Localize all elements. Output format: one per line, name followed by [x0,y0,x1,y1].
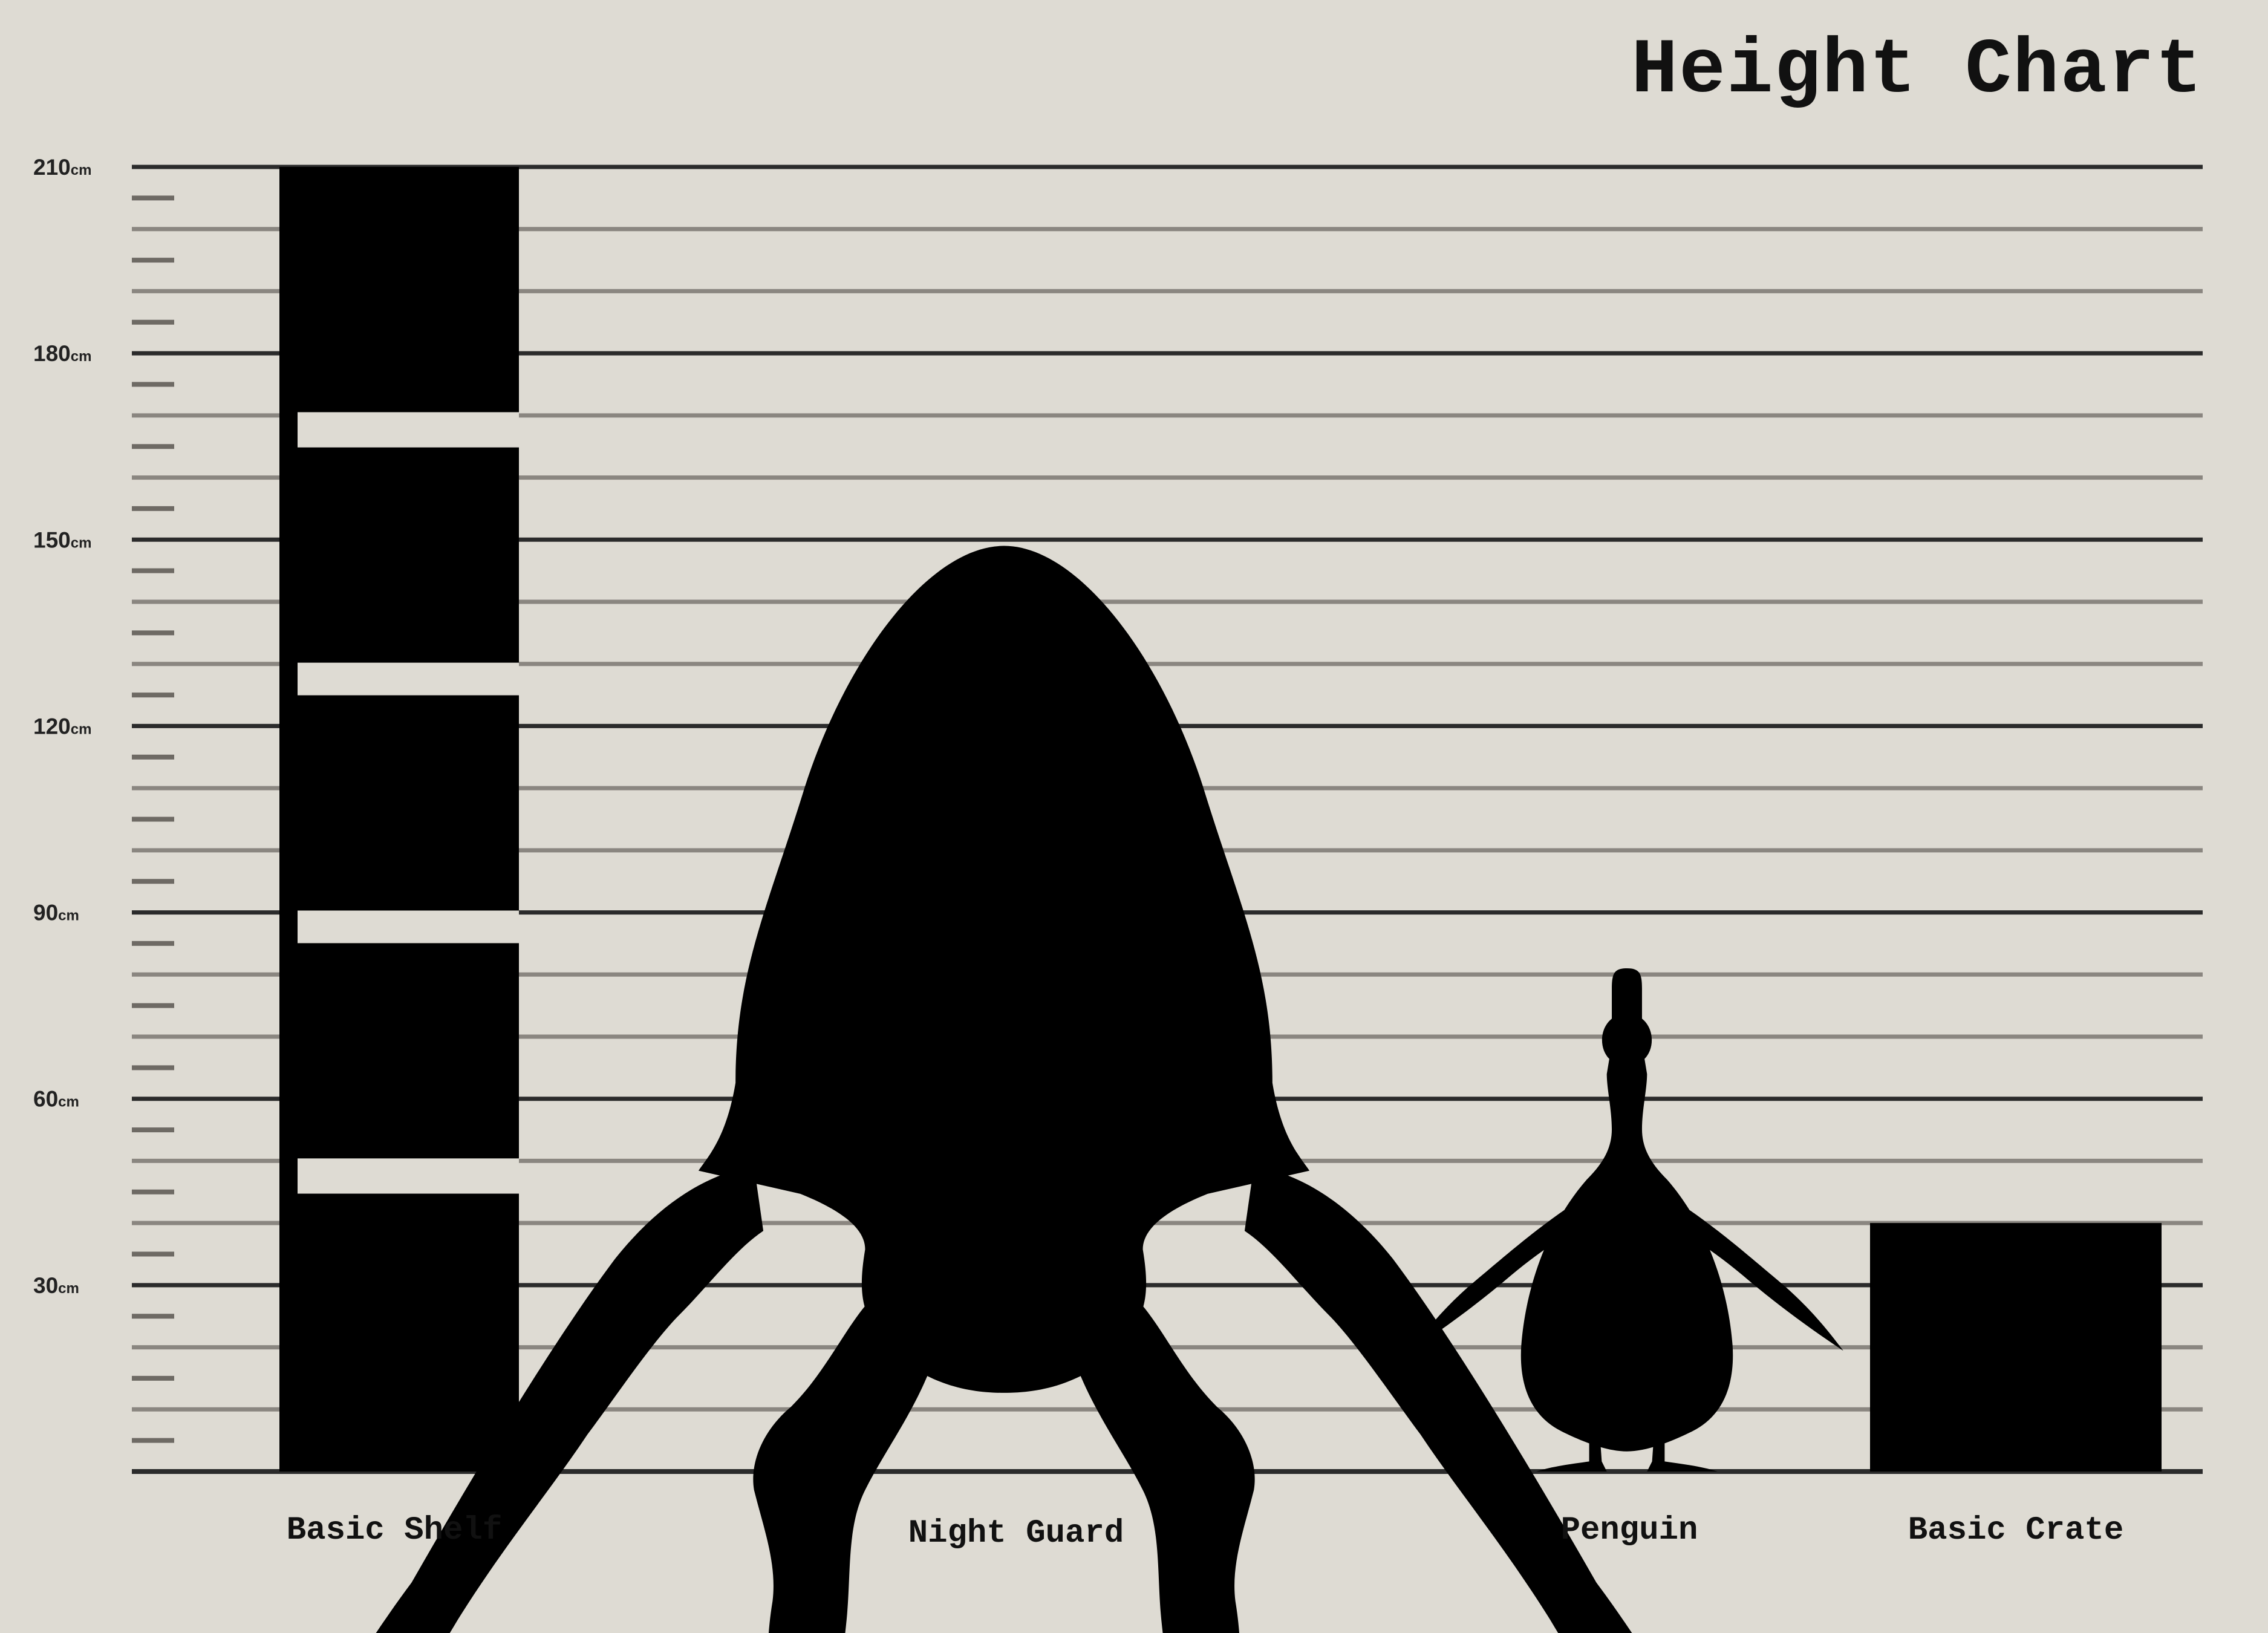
category-label-basic-shelf: Basic Shelf [286,1512,503,1549]
bar-basic-shelf [279,167,519,1472]
y-tick-label-150: 150cm [33,527,91,552]
category-label-night-guard: Night Guard [908,1515,1124,1552]
y-tick-label-120: 120cm [33,714,91,738]
y-tick-label-210: 210cm [33,155,91,180]
category-label-basic-crate: Basic Crate [1908,1512,2124,1549]
chart-title: Height Chart [1631,27,2203,115]
bar-basic-crate [1870,1223,2162,1472]
y-tick-label-90: 90cm [33,901,79,925]
bar-night-guard [376,546,1632,1633]
y-tick-label-30: 30cm [33,1273,79,1298]
category-label-penguin: Penguin [1560,1512,1698,1549]
y-tick-label-180: 180cm [33,341,91,366]
bar-penguin [1410,968,1843,1472]
y-tick-label-60: 60cm [33,1087,79,1112]
